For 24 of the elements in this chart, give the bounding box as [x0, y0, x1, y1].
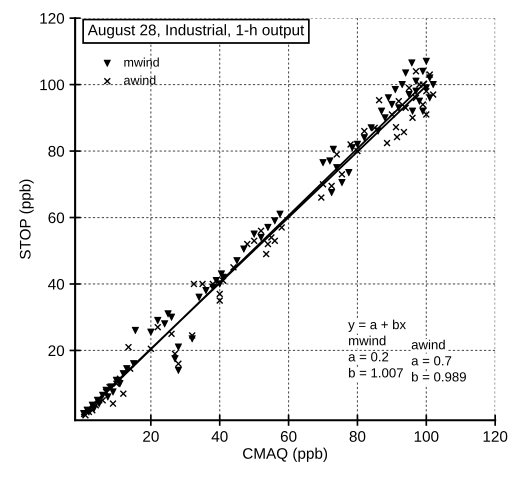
x-tick-label: 20 — [143, 431, 159, 442]
annotation: a = 0.7 — [412, 356, 452, 366]
x-tick-label: 100 — [414, 431, 438, 442]
y-tick-label: 60 — [48, 212, 64, 224]
chart-title: August 28, Industrial, 1-h output — [88, 24, 304, 38]
x-tick-label: 120 — [484, 431, 508, 442]
x-tick-label: 80 — [350, 431, 366, 442]
x-tick-label: 60 — [280, 431, 296, 442]
y-axis-title: STOP (ppb) — [19, 180, 34, 259]
legend-label: awind — [124, 75, 156, 85]
y-tick-label: 20 — [48, 345, 64, 356]
x-tick-label: 40 — [212, 431, 228, 442]
x-axis-title: CMAQ (ppb) — [243, 448, 328, 462]
y-tick-label: 80 — [48, 146, 64, 157]
annotation: y = a + bx — [348, 320, 406, 332]
annotation: b = 0.989 — [412, 372, 466, 382]
y-tick-label: 120 — [40, 12, 64, 24]
annotation: b = 1.007 — [348, 368, 403, 378]
annotation: awind — [412, 340, 445, 350]
annotation: a = 0.2 — [348, 352, 388, 362]
y-tick-label: 40 — [48, 278, 64, 290]
y-tick-label: 100 — [40, 79, 64, 90]
legend-label: mwind — [124, 58, 159, 67]
annotation: mwind — [349, 336, 386, 346]
